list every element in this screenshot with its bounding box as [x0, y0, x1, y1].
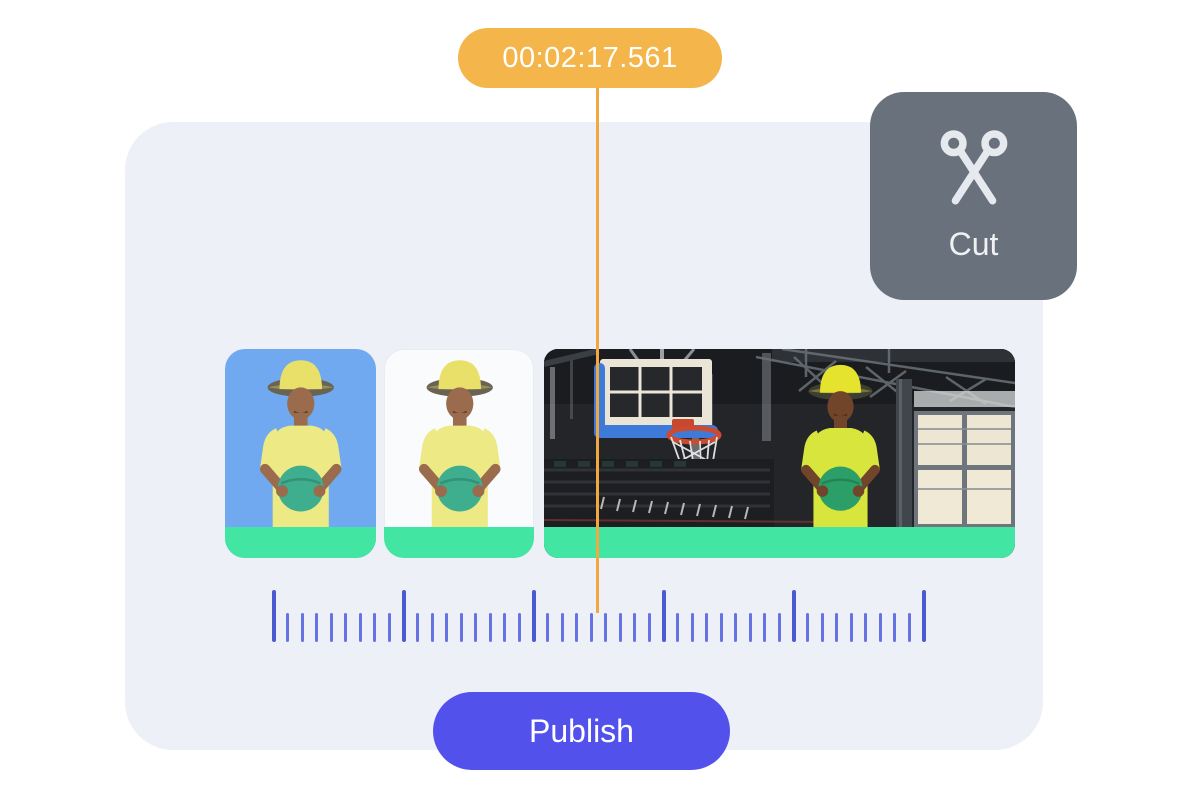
- ruler-minor-tick: [820, 613, 824, 642]
- ruler-minor-tick: [893, 613, 897, 642]
- publish-button-label: Publish: [529, 712, 634, 749]
- clip-3-track-bar: [544, 527, 1015, 558]
- ruler-minor-tick: [445, 613, 449, 642]
- ruler-minor-tick: [734, 613, 738, 642]
- ruler-major-tick: [792, 590, 796, 642]
- ruler-major-tick: [402, 590, 406, 642]
- ruler-minor-tick: [329, 613, 333, 642]
- clip-2-track-bar: [384, 527, 534, 558]
- ruler-minor-tick: [430, 613, 434, 642]
- ruler-minor-tick: [474, 613, 478, 642]
- ruler-major-tick: [272, 590, 276, 642]
- ruler-minor-tick: [690, 613, 694, 642]
- ruler-minor-tick: [676, 613, 680, 642]
- ruler-minor-tick: [864, 613, 868, 642]
- ruler-minor-tick: [763, 613, 767, 642]
- ruler-minor-tick: [777, 613, 781, 642]
- clip-2-image: [384, 349, 534, 527]
- ruler-minor-tick: [589, 613, 593, 642]
- clip-thumbnail-1[interactable]: [225, 349, 376, 558]
- clip-thumbnail-3[interactable]: [544, 349, 1015, 558]
- clip-3-image: [544, 349, 1015, 527]
- ruler-minor-tick: [560, 613, 564, 642]
- ruler-minor-tick: [604, 613, 608, 642]
- ruler-minor-tick: [907, 613, 911, 642]
- timeline-ruler[interactable]: [272, 590, 926, 642]
- ruler-minor-tick: [387, 613, 391, 642]
- timestamp-label: 00:02:17.561: [502, 41, 678, 74]
- ruler-minor-tick: [806, 613, 810, 642]
- clip-1-track-bar: [225, 527, 376, 558]
- ruler-minor-tick: [344, 613, 348, 642]
- ruler-minor-tick: [705, 613, 709, 642]
- cut-button[interactable]: Cut: [870, 92, 1077, 300]
- ruler-minor-tick: [647, 613, 651, 642]
- ruler-minor-tick: [358, 613, 362, 642]
- ruler-minor-tick: [373, 613, 377, 642]
- ruler-minor-tick: [315, 613, 319, 642]
- clip-thumbnail-2[interactable]: [384, 349, 534, 558]
- ruler-minor-tick: [849, 613, 853, 642]
- ruler-minor-tick: [575, 613, 579, 642]
- publish-button[interactable]: Publish: [433, 692, 730, 770]
- ruler-minor-tick: [459, 613, 463, 642]
- ruler-minor-tick: [300, 613, 304, 642]
- ruler-minor-tick: [488, 613, 492, 642]
- ruler-minor-tick: [878, 613, 882, 642]
- ruler-minor-tick: [618, 613, 622, 642]
- cut-button-label: Cut: [948, 226, 999, 262]
- timestamp-badge[interactable]: 00:02:17.561: [458, 28, 722, 88]
- ruler-minor-tick: [286, 613, 290, 642]
- clip-1-image: [225, 349, 376, 527]
- scissors-icon: [940, 130, 1007, 205]
- ruler-minor-tick: [719, 613, 723, 642]
- ruler-major-tick: [922, 590, 926, 642]
- ruler-minor-tick: [503, 613, 507, 642]
- ruler-minor-tick: [835, 613, 839, 642]
- ruler-minor-tick: [546, 613, 550, 642]
- ruler-major-tick: [532, 590, 536, 642]
- playhead-line[interactable]: [596, 86, 599, 613]
- ruler-major-tick: [662, 590, 666, 642]
- ruler-minor-tick: [416, 613, 420, 642]
- ruler-minor-tick: [748, 613, 752, 642]
- ruler-minor-tick: [517, 613, 521, 642]
- ruler-minor-tick: [633, 613, 637, 642]
